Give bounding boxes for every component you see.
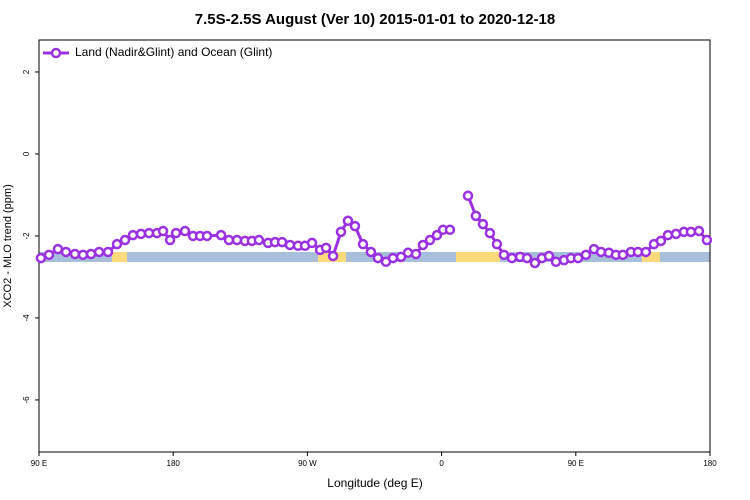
plot-frame — [38, 39, 711, 453]
point — [111, 238, 123, 250]
point — [470, 210, 482, 222]
point — [410, 248, 422, 260]
x-tick-label: 90 E — [568, 459, 584, 468]
point — [170, 227, 182, 239]
point — [431, 229, 443, 241]
point — [320, 242, 332, 254]
point — [387, 252, 399, 264]
land-band — [456, 252, 500, 262]
point — [35, 252, 47, 264]
land-band — [642, 252, 660, 262]
y-axis-label: XCO2 - MLO trend (ppm) — [2, 184, 14, 307]
point — [550, 256, 562, 268]
point — [640, 246, 652, 258]
point — [119, 234, 131, 246]
point — [529, 257, 541, 269]
y-tick-label: -2 — [22, 232, 31, 240]
point — [357, 238, 369, 250]
point — [498, 249, 510, 261]
point — [127, 229, 139, 241]
point — [135, 228, 147, 240]
point — [223, 234, 235, 246]
point — [521, 252, 533, 264]
point — [69, 248, 81, 260]
point — [349, 220, 361, 232]
point — [372, 252, 384, 264]
point — [164, 234, 176, 246]
point — [543, 250, 555, 262]
point — [306, 237, 318, 249]
point — [506, 252, 518, 264]
point — [491, 238, 503, 250]
point — [201, 230, 213, 242]
x-tick-label: 90 W — [298, 459, 317, 468]
point — [102, 246, 114, 258]
point — [424, 234, 436, 246]
point — [157, 225, 169, 237]
point — [444, 224, 456, 236]
point — [685, 226, 697, 238]
point — [662, 229, 674, 241]
point — [43, 249, 55, 261]
point — [85, 248, 97, 260]
x-axis-label: Longitude (deg E) — [327, 476, 422, 490]
legend-item: Land (Nadir&Glint) and Ocean (Glint) — [43, 45, 272, 59]
point — [179, 225, 191, 237]
point — [215, 229, 227, 241]
point — [477, 218, 489, 230]
y-tick-label: -6 — [22, 396, 31, 404]
point — [327, 250, 339, 262]
point — [253, 234, 265, 246]
point — [77, 249, 89, 261]
point — [693, 225, 705, 237]
point — [580, 249, 592, 261]
land-band — [112, 252, 127, 262]
y-tick-label: 0 — [22, 151, 31, 156]
point — [617, 249, 629, 261]
chart-title: 7.5S-2.5S August (Ver 10) 2015-01-01 to … — [195, 11, 555, 28]
x-tick-label: 180 — [167, 459, 181, 468]
point — [417, 239, 429, 251]
point — [484, 227, 496, 239]
point — [52, 243, 64, 255]
y-tick-label: 2 — [22, 69, 31, 74]
x-tick-label: 90 E — [31, 459, 47, 468]
x-tick-label: 0 — [439, 459, 444, 468]
point — [701, 234, 713, 246]
legend-marker — [50, 47, 62, 59]
point — [342, 215, 354, 227]
point — [284, 239, 296, 251]
x-tick-label: 180 — [703, 459, 717, 468]
point — [335, 226, 347, 238]
point — [93, 246, 105, 258]
legend-label: Land (Nadir&Glint) and Ocean (Glint) — [75, 45, 272, 59]
point — [462, 190, 474, 202]
point — [655, 235, 667, 247]
y-tick-label: -4 — [22, 314, 31, 322]
point — [365, 246, 377, 258]
point — [60, 246, 72, 258]
